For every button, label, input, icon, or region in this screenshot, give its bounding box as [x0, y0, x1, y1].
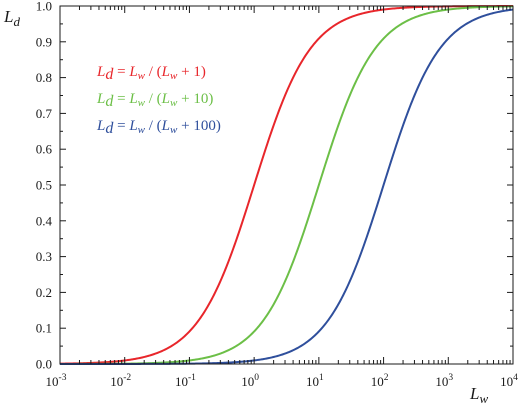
x-tick-label: 103	[435, 373, 453, 389]
series-line-1	[59, 5, 513, 365]
y-tick-label: 0.5	[36, 178, 52, 193]
x-axis-label-main: L	[469, 384, 479, 403]
plot-frame	[59, 5, 514, 365]
tick-layer: 0.0 0.1 0.2 0.3 0.4 0.5 0.6 0.7 0.8 0.9 1.0 10-3 10-…	[36, 0, 518, 389]
x-tick-label: 10-2	[110, 373, 131, 389]
x-tick-label: 102	[371, 373, 389, 389]
legend-entry-3: Ld = Lw / (Lw + 100)	[96, 118, 221, 137]
y-axis-label-sub: d	[13, 14, 20, 29]
x-tick-label: 10-1	[175, 373, 196, 389]
legend-entry-1: Ld = Lw / (Lw + 1)	[96, 64, 206, 83]
y-axis-label: Ld	[3, 7, 20, 29]
x-tick-label: 100	[241, 373, 259, 389]
y-tick-label: 0.4	[36, 213, 53, 228]
curve-layer	[59, 5, 514, 365]
y-axis-label-main: L	[3, 7, 13, 26]
y-tick-label: 0.3	[36, 249, 52, 264]
y-tick-label: 0.1	[36, 321, 52, 336]
x-axis-label-sub: w	[479, 391, 488, 406]
series-line-3	[60, 8, 514, 365]
x-axis-label: Lw	[469, 384, 488, 406]
y-tick-label: 0.8	[36, 70, 52, 85]
y-tick-label: 1.0	[36, 0, 52, 14]
x-tick-label: 101	[306, 373, 324, 389]
y-tick-label: 0.6	[36, 142, 53, 157]
x-tick-label: 104	[500, 373, 518, 389]
series-line-2	[60, 5, 514, 365]
y-tick-label: 0.7	[36, 106, 53, 121]
legend-entry-2: Ld = Lw / (Lw + 10)	[96, 91, 213, 110]
legend: Ld = Lw / (Lw + 1) Ld = Lw / (Lw + 10) Ld …	[96, 64, 221, 137]
y-tick-label: 0.2	[36, 285, 52, 300]
y-tick-label: 0.0	[36, 357, 52, 372]
y-tick-label: 0.9	[36, 34, 52, 49]
x-tick-label: 10-3	[46, 373, 67, 389]
